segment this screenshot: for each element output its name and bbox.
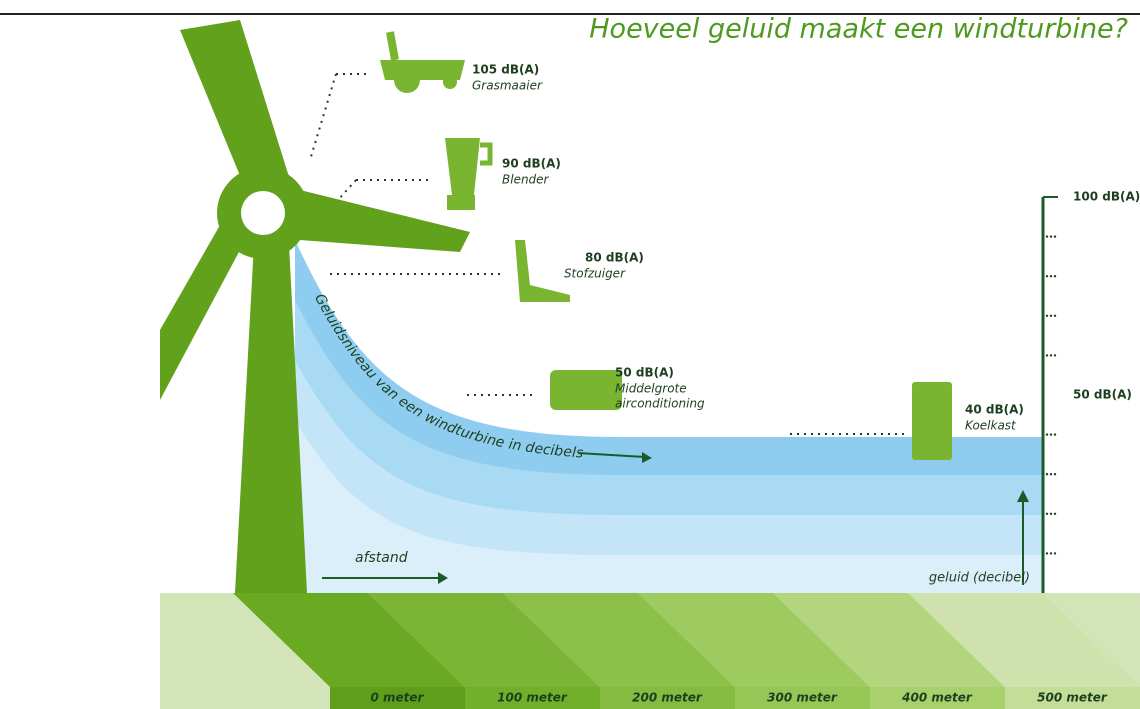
scale-dot [1054, 275, 1056, 277]
scale-dot [1050, 513, 1052, 515]
scale-dot [1046, 552, 1048, 554]
scale-dot [1050, 275, 1052, 277]
scale-dot [1054, 513, 1056, 515]
source-name: airconditioning [615, 397, 705, 411]
source-level: 80 dB(A) [585, 251, 644, 265]
distance-label: 200 meter [632, 691, 703, 705]
scale-dot [1050, 315, 1052, 317]
source-level: 40 dB(A) [965, 403, 1024, 417]
scale-dot [1050, 433, 1052, 435]
source-name: Stofzuiger [564, 267, 626, 281]
source-level: 105 dB(A) [472, 63, 539, 77]
scale-dot [1054, 473, 1056, 475]
scale-dot [1050, 473, 1052, 475]
scale-dot [1046, 315, 1048, 317]
scale-dot [1054, 433, 1056, 435]
source-name: Grasmaaier [472, 79, 543, 93]
scale-dot [1050, 552, 1052, 554]
y-label: geluid (decibel) [929, 571, 1030, 586]
infographic: Hoeveel geluid maakt een windturbine? Ge… [0, 0, 1140, 709]
scale-dot [1050, 354, 1052, 356]
distance-label: 500 meter [1037, 691, 1108, 705]
scale-dot [1054, 354, 1056, 356]
distance-label: 300 meter [767, 691, 838, 705]
source-name: Koelkast [965, 419, 1017, 433]
distance-label: 0 meter [371, 691, 425, 705]
leader-line [338, 180, 356, 200]
scale-label: 100 dB(A) [1073, 190, 1140, 204]
source-level: 90 dB(A) [502, 157, 561, 171]
scale-dot [1054, 315, 1056, 317]
scale-dot [1046, 473, 1048, 475]
leader-line [310, 74, 336, 160]
title: Hoeveel geluid maakt een windturbine? [589, 14, 1128, 45]
source-name: Middelgrote [615, 382, 687, 396]
source-name: Blender [502, 173, 550, 187]
x-label: afstand [355, 550, 408, 566]
scale-dot [1046, 513, 1048, 515]
scale-dot [1046, 275, 1048, 277]
scale-dot [1050, 235, 1052, 237]
ground: 0 meter 100 meter 200 meter 300 meter 400 me… [160, 593, 1140, 709]
source-level: 50 dB(A) [615, 366, 674, 380]
scale-dot [1046, 354, 1048, 356]
scale-dot [1046, 433, 1048, 435]
scale-label: 50 dB(A) [1073, 388, 1132, 402]
distance-label: 100 meter [497, 691, 568, 705]
scale-dot [1054, 235, 1056, 237]
scale-dot [1046, 235, 1048, 237]
scale-dot [1054, 552, 1056, 554]
distance-label: 400 meter [901, 691, 973, 705]
